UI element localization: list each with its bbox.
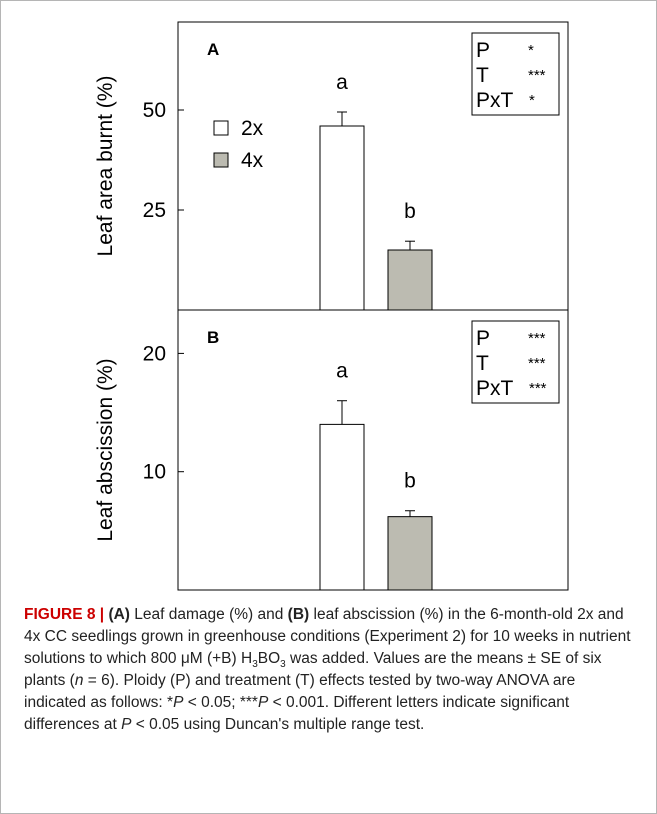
stats-sig-a: * bbox=[528, 42, 534, 59]
caption-panel-b: (B) bbox=[287, 606, 310, 623]
plot-frame-b bbox=[177, 309, 569, 591]
stats-effect-b: PxT bbox=[476, 377, 514, 400]
sig-letter-a-4x: b bbox=[404, 200, 416, 223]
y-tick-label-b: 20 bbox=[143, 342, 166, 365]
sig-letter-b-4x: b bbox=[404, 470, 416, 493]
caption-p: P bbox=[257, 694, 269, 711]
caption-figure-label: FIGURE 8 | bbox=[24, 606, 105, 623]
legend-swatch-4x bbox=[213, 152, 229, 168]
sig-letter-b-2x: a bbox=[336, 360, 348, 383]
caption-text-8: < 0.05 using Duncan's multiple range tes… bbox=[131, 716, 425, 733]
caption-p: P bbox=[173, 694, 184, 711]
y-axis-label-a: Leaf area burnt (%) bbox=[94, 76, 117, 257]
panel-label-a: A bbox=[207, 40, 219, 59]
y-tick-label-b: 10 bbox=[143, 461, 166, 484]
caption-panel-a: (A) bbox=[108, 606, 130, 623]
stats-effect-a: T bbox=[476, 64, 489, 87]
legend-label-2x: 2x bbox=[241, 117, 264, 140]
bar-b-4x bbox=[387, 516, 433, 591]
caption-n: n bbox=[74, 672, 84, 689]
stats-effect-a: PxT bbox=[476, 89, 514, 112]
stats-effect-b: P bbox=[476, 327, 490, 350]
figure-chart: A 25 50 Leaf area burnt (%) a b 2x 4x P * T *** PxT *… bbox=[94, 21, 569, 591]
caption-text-7: < 0.001. Different letters indicate sign… bbox=[24, 694, 570, 733]
bar-b-2x bbox=[319, 423, 365, 591]
bar-a-4x bbox=[387, 249, 433, 311]
stats-sig-a: *** bbox=[528, 67, 546, 84]
figure-caption: FIGURE 8 | (A) Leaf damage (%) and (B) l… bbox=[24, 604, 639, 736]
panel-label-b: B bbox=[207, 328, 219, 347]
caption-text-4: was added. Values are the means ± SE of … bbox=[24, 650, 602, 689]
caption-text-3: BO bbox=[257, 650, 281, 667]
bar-a-2x bbox=[319, 125, 365, 311]
stats-sig-b: *** bbox=[528, 355, 546, 372]
caption-text-1: Leaf damage (%) and bbox=[129, 606, 288, 623]
stats-effect-a: P bbox=[476, 39, 490, 62]
caption-text-5: = 6). Ploidy (P) and treatment (T) effec… bbox=[24, 672, 576, 711]
caption-text-2: leaf abscission (%) in the 6-month-old 2… bbox=[24, 606, 631, 667]
legend-swatch-2x bbox=[213, 120, 229, 136]
caption-sub: 3 bbox=[280, 659, 286, 671]
y-tick-label-a: 50 bbox=[143, 99, 166, 122]
caption-text-6: < 0.05; *** bbox=[183, 694, 258, 711]
caption-sub: 3 bbox=[252, 659, 258, 671]
legend-label-4x: 4x bbox=[241, 149, 264, 172]
y-axis-label-b: Leaf abscission (%) bbox=[94, 358, 117, 541]
sig-letter-a-2x: a bbox=[336, 71, 348, 94]
y-tick-label-a: 25 bbox=[143, 199, 166, 222]
stats-sig-b: *** bbox=[528, 330, 546, 347]
stats-effect-b: T bbox=[476, 352, 489, 375]
stats-sig-a: * bbox=[529, 92, 535, 109]
stats-sig-b: *** bbox=[529, 380, 547, 397]
caption-p: P bbox=[121, 716, 132, 733]
stats-box-a bbox=[471, 32, 560, 116]
stats-box-b bbox=[471, 320, 560, 404]
